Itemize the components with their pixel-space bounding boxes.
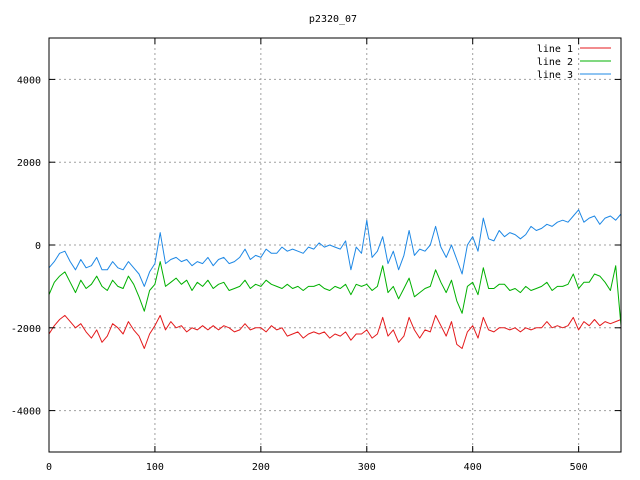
x-tick-label: 500: [570, 462, 588, 473]
series-line-3: [48, 209, 622, 287]
x-tick-label: 100: [146, 462, 164, 473]
series-line-2: [48, 261, 622, 326]
x-tick-label: 400: [464, 462, 482, 473]
x-tick-label: 200: [252, 462, 270, 473]
chart-title: p2320_07: [309, 14, 357, 25]
x-tick-label: 300: [358, 462, 376, 473]
x-axis: 0 100 200 300 400 500: [46, 38, 588, 473]
legend-label: line 3: [537, 70, 573, 81]
y-tick-label: 4000: [17, 75, 41, 86]
y-tick-label: 0: [35, 241, 41, 252]
series-line-1: [48, 314, 622, 349]
legend: line 1 line 2 line 3: [537, 44, 611, 81]
y-axis: -4000 -2000 0 2000 4000: [11, 75, 621, 418]
legend-label: line 2: [537, 57, 573, 68]
plot-area: [48, 209, 622, 349]
grid: [49, 38, 621, 452]
y-tick-label: -2000: [11, 324, 41, 335]
y-tick-label: -4000: [11, 407, 41, 418]
x-tick-label: 0: [46, 462, 52, 473]
y-tick-label: 2000: [17, 158, 41, 169]
legend-label: line 1: [537, 44, 573, 55]
